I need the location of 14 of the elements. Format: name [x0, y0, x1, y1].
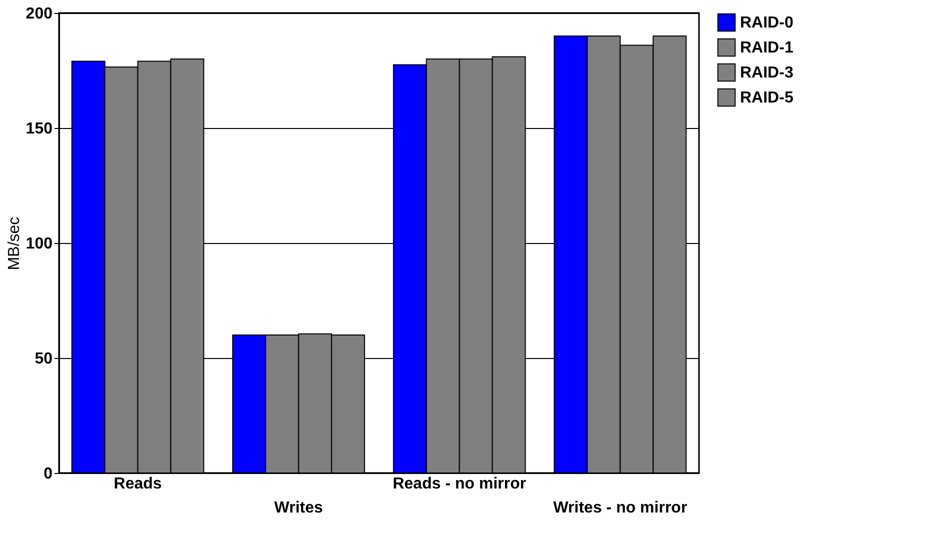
y-tick-label: 150 [26, 120, 53, 138]
legend-label: RAID-5 [740, 90, 794, 106]
y-tick-label: 100 [26, 236, 53, 252]
y-tick-label: 200 [26, 6, 53, 22]
x-tick-label: Writes - no mirror [553, 500, 688, 516]
y-tick-label: 0 [44, 466, 53, 482]
x-tick-label: Writes [274, 500, 324, 516]
x-tick-label: Reads - no mirror [392, 476, 526, 492]
y-axis-title: MB/sec [6, 216, 23, 270]
legend-label: RAID-3 [740, 64, 794, 82]
legend-label: RAID-1 [740, 40, 794, 56]
legend-label: RAID-0 [740, 14, 794, 32]
x-tick-label: Reads [114, 476, 162, 492]
y-tick-label: 50 [34, 350, 53, 368]
